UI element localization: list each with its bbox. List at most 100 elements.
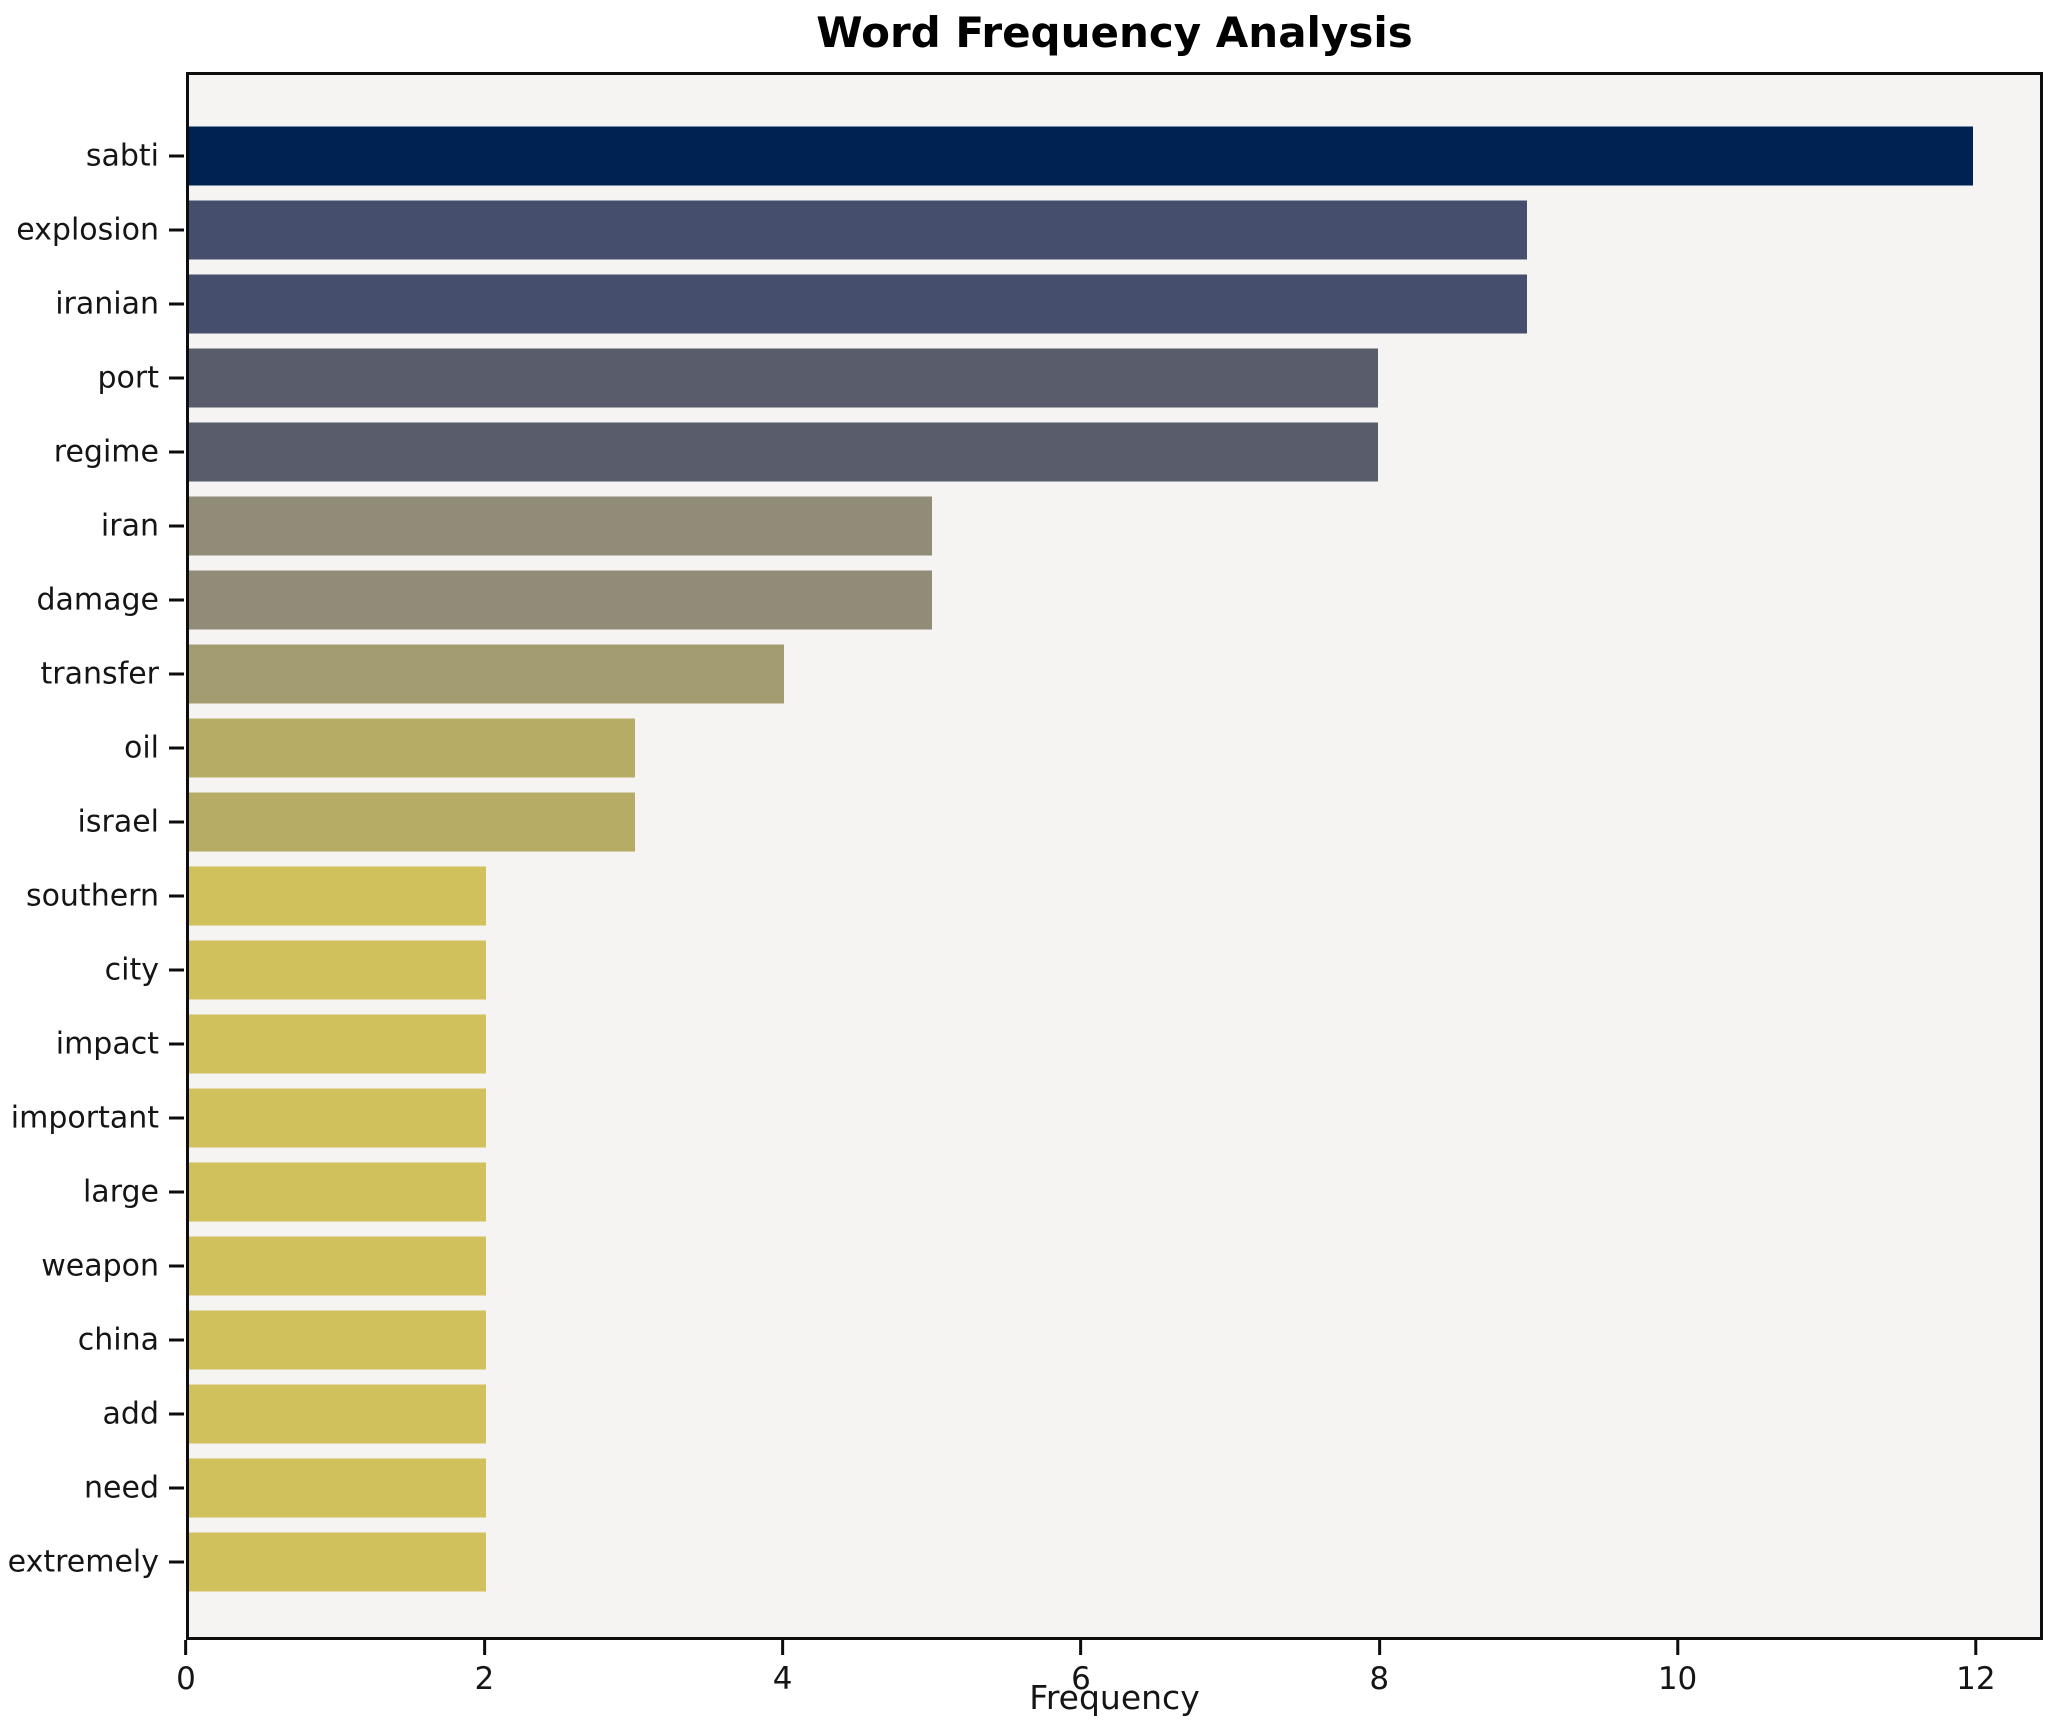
y-tick-label: add — [102, 1396, 159, 1432]
y-tick-mark — [169, 598, 184, 602]
x-tick-mark — [184, 1640, 188, 1655]
bar-row: israel — [78, 785, 2040, 859]
bar-row: important — [11, 1081, 2040, 1155]
y-tick-label: regime — [53, 434, 159, 470]
bar-row: iranian — [55, 267, 2040, 341]
bar — [189, 422, 1379, 482]
bar-row: large — [83, 1155, 2040, 1229]
bar — [189, 570, 933, 630]
y-tick-label: impact — [55, 1026, 159, 1062]
x-tick: 4 — [772, 1640, 793, 1697]
bar — [189, 1162, 487, 1222]
bar — [189, 718, 636, 778]
x-tick: 12 — [1956, 1640, 1996, 1697]
x-tick-label: 2 — [474, 1661, 495, 1697]
y-tick-mark — [169, 524, 184, 528]
bar-row: weapon — [41, 1229, 2040, 1303]
x-tick-mark — [1676, 1640, 1680, 1655]
y-tick-label: oil — [123, 730, 159, 766]
bar — [189, 348, 1379, 408]
x-tick-mark — [781, 1640, 785, 1655]
bar — [189, 792, 636, 852]
x-tick-mark — [1079, 1640, 1083, 1655]
y-tick-mark — [169, 1486, 184, 1490]
bar — [189, 940, 487, 1000]
bar-row: extremely — [8, 1525, 2040, 1599]
bar — [189, 866, 487, 926]
plot-area: sabti explosion iranian port regime iran damag… — [8, 72, 2043, 1640]
bar — [189, 1088, 487, 1148]
y-tick-label: need — [84, 1470, 159, 1506]
y-tick-mark — [169, 302, 184, 306]
y-tick-label: port — [97, 360, 160, 396]
bar-row: add — [103, 1377, 2040, 1451]
x-axis-label: Frequency — [1029, 1678, 1200, 1717]
bar — [189, 1014, 487, 1074]
y-tick-label: city — [104, 952, 159, 988]
x-tick-label: 12 — [1956, 1661, 1996, 1697]
bar-row: china — [78, 1303, 2040, 1377]
x-tick-label: 0 — [176, 1661, 196, 1697]
y-tick-mark — [169, 894, 184, 898]
y-tick-mark — [169, 1412, 184, 1416]
x-tick-label: 6 — [1071, 1661, 1091, 1697]
x-tick-label: 10 — [1657, 1661, 1698, 1697]
y-tick-label: weapon — [41, 1248, 159, 1284]
y-tick-label: southern — [25, 878, 159, 914]
y-tick-mark — [169, 1116, 184, 1120]
y-tick-mark — [169, 1042, 184, 1046]
y-tick-label: explosion — [16, 212, 159, 248]
y-tick-label: transfer — [40, 656, 159, 692]
bar — [189, 1384, 487, 1444]
y-tick-label: china — [77, 1322, 159, 1358]
y-tick-mark — [169, 968, 184, 972]
x-tick: 2 — [474, 1640, 494, 1697]
bar-row: damage — [36, 563, 2040, 637]
bar-row: need — [84, 1451, 2040, 1525]
y-tick-mark — [169, 672, 184, 676]
y-tick-label: large — [82, 1174, 159, 1210]
bar-row: iran — [101, 489, 2040, 563]
x-tick-mark — [1377, 1640, 1381, 1655]
bar — [189, 496, 933, 556]
y-tick-label: sabti — [85, 138, 159, 174]
bar — [189, 126, 1974, 186]
bar-row: oil — [124, 711, 2040, 785]
y-tick-label: iranian — [55, 286, 159, 322]
bar — [189, 1236, 487, 1296]
y-tick-label: extremely — [7, 1544, 159, 1580]
x-tick: 0 — [176, 1640, 196, 1697]
bar — [189, 200, 1528, 260]
x-tick: 10 — [1658, 1640, 1697, 1697]
x-tick-label: 4 — [772, 1661, 793, 1697]
bar — [189, 1532, 487, 1592]
y-tick-label: important — [10, 1100, 159, 1136]
bar — [189, 274, 1528, 334]
y-tick-mark — [169, 1338, 184, 1342]
y-tick-mark — [169, 1264, 184, 1268]
x-axis: 0 2 4 6 8 10 12 — [176, 1640, 2043, 1710]
y-tick-mark — [169, 154, 184, 158]
bar-row: transfer — [41, 637, 2040, 711]
x-tick-mark — [1974, 1640, 1978, 1655]
bar — [189, 1458, 487, 1518]
bar-row: southern — [26, 859, 2040, 933]
bar — [189, 644, 784, 704]
y-tick-mark — [169, 820, 184, 824]
y-tick-mark — [169, 1560, 184, 1564]
bar-row: regime — [54, 415, 2040, 489]
bar-row: city — [105, 933, 2040, 1007]
y-tick-mark — [169, 228, 184, 232]
y-tick-label: damage — [36, 582, 159, 618]
x-tick: 8 — [1369, 1640, 1389, 1697]
x-tick: 6 — [1071, 1640, 1091, 1697]
bar — [189, 1310, 487, 1370]
x-tick-mark — [482, 1640, 486, 1655]
bar-row: sabti — [86, 119, 2040, 193]
y-tick-label: israel — [77, 804, 159, 840]
chart-title: Word Frequency Analysis — [816, 8, 1413, 57]
y-tick-mark — [169, 1190, 184, 1194]
y-tick-label: iran — [100, 508, 159, 544]
y-tick-mark — [169, 376, 184, 380]
